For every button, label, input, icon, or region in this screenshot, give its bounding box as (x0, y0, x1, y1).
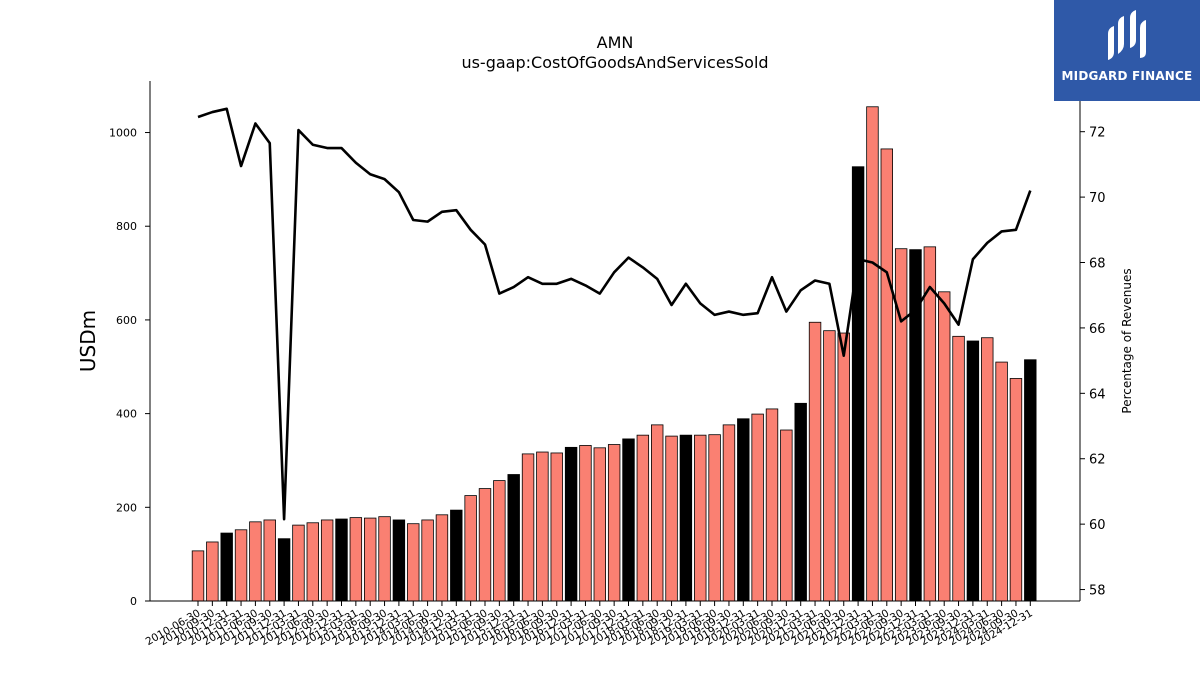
bar-2023-12-31 (966, 340, 980, 602)
left-tick-label: 1000 (109, 127, 137, 140)
bar-2011-12-31 (277, 538, 291, 602)
bar-2024-03-31 (981, 337, 994, 602)
bar-2020-09-30 (780, 429, 793, 602)
bar-2011-06-30 (249, 521, 262, 602)
bar-2019-09-30 (722, 424, 736, 602)
bar-2022-06-30 (880, 148, 894, 602)
right-tick-label: 70 (1089, 191, 1106, 206)
bar-2018-12-31 (679, 434, 693, 602)
bar-2019-12-31 (737, 418, 750, 602)
bar-2015-03-31 (464, 495, 477, 602)
left-tick-label: 200 (116, 501, 137, 514)
bar-2013-03-31 (349, 517, 363, 602)
bar-2012-03-31 (292, 524, 305, 602)
bar-2012-06-30 (306, 522, 320, 602)
right-tick-label: 68 (1089, 257, 1106, 272)
left-tick-label: 0 (130, 595, 137, 608)
bar-2016-06-30 (536, 451, 549, 602)
right-tick-label: 72 (1089, 126, 1106, 141)
bar-2014-09-30 (435, 514, 449, 602)
bar-2010-12-31 (220, 532, 233, 602)
bar-2023-03-31 (923, 246, 937, 602)
bar-2021-06-30 (823, 330, 836, 602)
bar-2013-09-30 (378, 516, 391, 602)
chart-title: AMN (597, 33, 634, 52)
bar-2017-12-31 (622, 438, 635, 602)
x-axis: 2010-06-302010-09-302010-12-312011-03-31… (144, 601, 1035, 648)
bar-2022-09-30 (894, 248, 908, 602)
bar-2017-03-31 (579, 445, 592, 602)
y-axis-label: USDm (76, 310, 100, 372)
bar-2016-12-31 (564, 446, 578, 602)
left-tick-label: 600 (116, 314, 137, 327)
bar-2019-03-31 (694, 434, 707, 602)
bar-2022-03-31 (866, 106, 879, 602)
bar-2019-06-30 (708, 434, 721, 602)
bar-2016-09-30 (550, 452, 563, 602)
bar-2018-06-30 (651, 424, 664, 602)
left-axis: 0 200 400 600 800 1000 (109, 127, 150, 608)
bar-2023-09-30 (952, 335, 965, 602)
right-tick-label: 64 (1089, 387, 1106, 402)
bar-series (191, 106, 1037, 602)
right-tick-label: 60 (1089, 518, 1106, 533)
brand-logo: MIDGARD FINANCE (1054, 0, 1200, 101)
bar-2024-06-30 (995, 361, 1008, 602)
bar-2021-12-31 (851, 166, 865, 602)
right-tick-label: 58 (1089, 584, 1106, 599)
bar-2020-03-31 (751, 413, 764, 602)
bar-2015-09-30 (493, 480, 506, 602)
axes-frame (149, 81, 1081, 602)
bar-2024-12-31 (1024, 359, 1037, 602)
logo-mark-icon (1108, 10, 1146, 60)
y2-axis-label: Percentage of Revenues (1120, 268, 1134, 413)
bar-2013-06-30 (363, 517, 377, 602)
left-tick-label: 400 (116, 408, 137, 421)
right-tick-label: 66 (1089, 322, 1106, 337)
bar-2010-06-30 (191, 550, 205, 602)
chart-subtitle: us-gaap:CostOfGoodsAndServicesSold (461, 53, 768, 72)
left-tick-label: 800 (116, 220, 137, 233)
bar-2012-09-30 (320, 519, 334, 602)
bar-2018-03-31 (636, 434, 650, 602)
right-axis: 58 60 62 64 66 68 70 72 (1080, 126, 1106, 599)
bar-2020-06-30 (765, 408, 779, 602)
bar-2021-03-31 (808, 321, 822, 602)
bar-2021-09-30 (837, 332, 850, 602)
bar-2011-09-30 (263, 519, 276, 602)
bar-2017-09-30 (607, 444, 621, 602)
percentage-line (197, 107, 1032, 521)
right-tick-label: 62 (1089, 453, 1106, 468)
bar-2015-06-30 (478, 488, 492, 602)
bar-2010-09-30 (206, 541, 219, 602)
bar-2023-06-30 (938, 291, 951, 602)
bar-2011-03-31 (234, 529, 248, 602)
bar-2013-12-31 (392, 519, 406, 602)
bar-2012-12-31 (335, 518, 348, 602)
bar-2014-12-31 (450, 509, 463, 602)
bar-2020-12-31 (794, 402, 807, 602)
brand-name: MIDGARD FINANCE (1061, 69, 1193, 83)
bar-2017-06-30 (593, 447, 607, 602)
bar-2014-06-30 (421, 519, 434, 602)
bar-2018-09-30 (665, 435, 678, 602)
bar-2024-09-30 (1009, 378, 1023, 602)
bar-2014-03-31 (407, 523, 420, 602)
bar-2016-03-31 (521, 453, 535, 602)
bar-2015-12-31 (507, 474, 520, 602)
